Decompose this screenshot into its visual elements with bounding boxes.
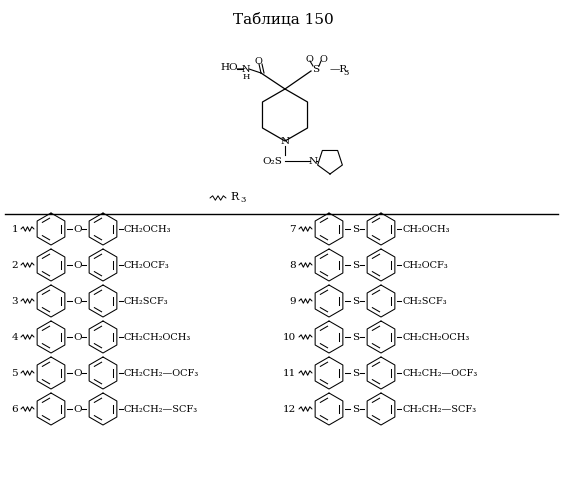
Text: 5: 5 — [11, 368, 18, 378]
Text: H: H — [242, 73, 250, 81]
Text: O: O — [74, 368, 82, 378]
Text: CH₂SCF₃: CH₂SCF₃ — [124, 296, 169, 306]
Text: CH₂OCF₃: CH₂OCF₃ — [124, 260, 170, 270]
Text: 6: 6 — [11, 404, 18, 413]
Text: S: S — [353, 260, 359, 270]
Text: N: N — [242, 64, 250, 74]
Text: S: S — [353, 404, 359, 413]
Text: 8: 8 — [289, 260, 296, 270]
Text: S: S — [353, 332, 359, 342]
Text: CH₂CH₂—SCF₃: CH₂CH₂—SCF₃ — [402, 404, 476, 413]
Text: 3: 3 — [343, 69, 349, 77]
Text: Таблица 150: Таблица 150 — [233, 13, 333, 27]
Text: S: S — [353, 296, 359, 306]
Text: O: O — [254, 56, 262, 66]
Text: S: S — [353, 224, 359, 234]
Text: S: S — [353, 368, 359, 378]
Text: R: R — [230, 192, 238, 202]
Text: 9: 9 — [289, 296, 296, 306]
Text: S: S — [312, 66, 320, 74]
Text: CH₂CH₂OCH₃: CH₂CH₂OCH₃ — [402, 332, 469, 342]
Text: —: — — [235, 64, 245, 74]
Text: 3: 3 — [240, 196, 246, 204]
Text: CH₂CH₂—OCF₃: CH₂CH₂—OCF₃ — [402, 368, 477, 378]
Text: 3: 3 — [11, 296, 18, 306]
Text: O: O — [74, 332, 82, 342]
Text: O: O — [319, 54, 327, 64]
Text: O: O — [305, 54, 313, 64]
Text: 7: 7 — [289, 224, 296, 234]
Text: HO: HO — [220, 64, 238, 72]
Text: O₂S: O₂S — [262, 156, 282, 166]
Text: 2: 2 — [11, 260, 18, 270]
Text: O: O — [74, 404, 82, 413]
Text: CH₂SCF₃: CH₂SCF₃ — [402, 296, 447, 306]
Text: 1: 1 — [11, 224, 18, 234]
Text: 11: 11 — [283, 368, 296, 378]
Text: CH₂CH₂—SCF₃: CH₂CH₂—SCF₃ — [124, 404, 198, 413]
Text: N: N — [280, 136, 290, 145]
Text: CH₂OCF₃: CH₂OCF₃ — [402, 260, 448, 270]
Text: CH₂OCH₃: CH₂OCH₃ — [124, 224, 171, 234]
Text: CH₂OCH₃: CH₂OCH₃ — [402, 224, 449, 234]
Text: 4: 4 — [11, 332, 18, 342]
Text: CH₂CH₂—OCF₃: CH₂CH₂—OCF₃ — [124, 368, 199, 378]
Text: N: N — [308, 156, 318, 166]
Text: O: O — [74, 296, 82, 306]
Text: O: O — [74, 260, 82, 270]
Text: —R: —R — [330, 66, 348, 74]
Text: 12: 12 — [283, 404, 296, 413]
Text: 10: 10 — [283, 332, 296, 342]
Text: CH₂CH₂OCH₃: CH₂CH₂OCH₃ — [124, 332, 191, 342]
Text: O: O — [74, 224, 82, 234]
